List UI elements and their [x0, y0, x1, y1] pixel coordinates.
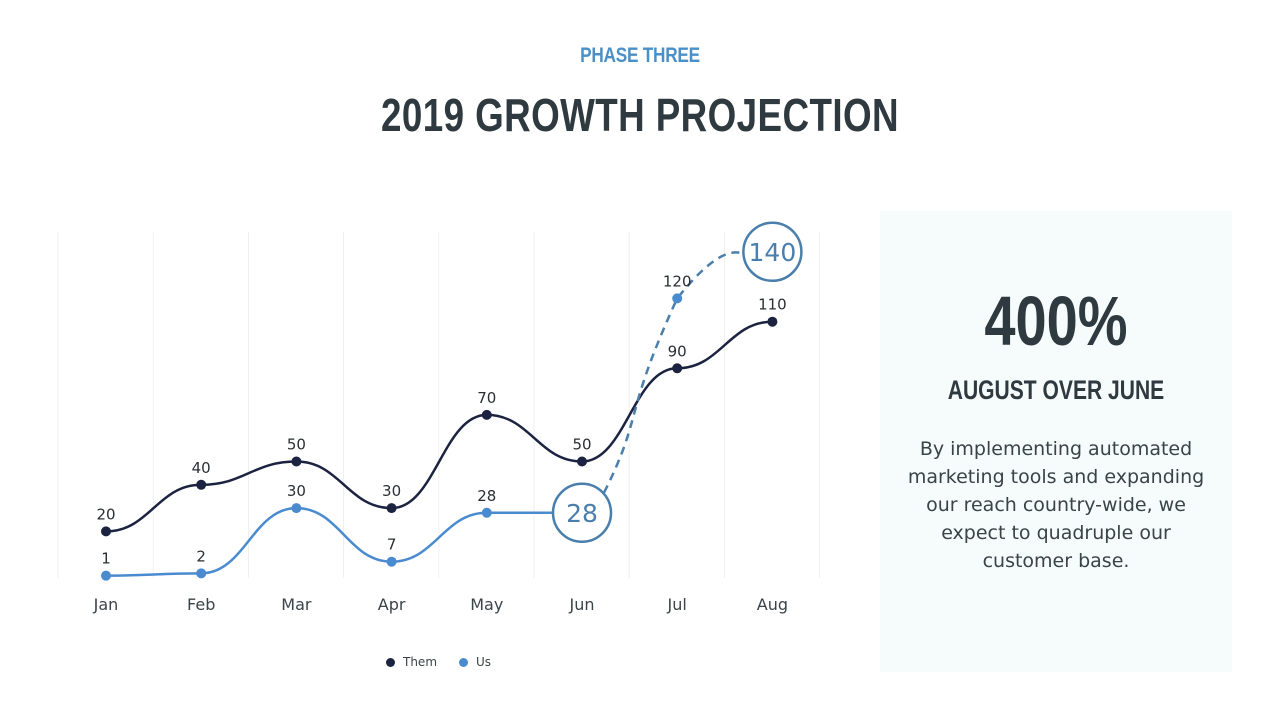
data-point-them [672, 363, 683, 374]
legend-swatch-us [459, 657, 469, 667]
data-label-them: 40 [192, 459, 211, 477]
x-tick-label: Feb [187, 595, 215, 614]
data-point-them [291, 456, 302, 467]
chart-legend: Them Us [386, 655, 491, 669]
data-point-us [672, 293, 683, 304]
growth-stat: 400% [984, 282, 1128, 360]
data-point-them [481, 409, 492, 420]
data-label-us: 7 [387, 536, 397, 554]
data-point-us [386, 556, 397, 567]
data-label-them: 110 [758, 296, 787, 314]
data-point-us [481, 507, 492, 518]
highlight-panel: 400% AUGUST OVER JUNE By implementing au… [880, 211, 1232, 672]
data-label-them: 70 [477, 389, 496, 407]
data-label-us: 30 [287, 482, 306, 500]
data-point-them [386, 503, 397, 514]
data-label-us: 2 [196, 547, 206, 565]
legend-label-them: Them [403, 655, 438, 669]
legend-item-them[interactable]: Them [386, 655, 437, 669]
series-line-them [105, 320, 773, 533]
data-point-us [196, 568, 207, 579]
data-label-us: 28 [477, 487, 496, 505]
x-tick-label: Mar [281, 595, 312, 614]
data-label-them: 30 [382, 482, 401, 500]
data-label-us: 120 [663, 272, 692, 290]
section-eyebrow: PHASE THREE [580, 44, 700, 67]
data-label-them: 20 [96, 505, 115, 523]
data-label-us: 1 [101, 550, 111, 568]
data-point-us [101, 570, 111, 581]
highlight-ring-us [742, 221, 803, 283]
data-label-them: 50 [287, 436, 306, 454]
legend-item-us[interactable]: Us [459, 655, 491, 669]
x-tick-label: Jul [667, 595, 687, 614]
data-point-them [577, 456, 587, 467]
page-title: 2019 GROWTH PROJECTION [381, 89, 899, 141]
data-label-them: 50 [572, 436, 591, 454]
x-tick-label: Jun [569, 595, 595, 614]
x-tick-label: Aug [757, 595, 788, 614]
data-point-us [291, 503, 302, 514]
growth-stat-label: AUGUST OVER JUNE [947, 375, 1165, 405]
growth-description: By implementing automated marketing tool… [907, 438, 1205, 572]
growth-line-chart: Jan Feb Mar Apr May Jun Jul Aug2040503070509011… [57, 221, 821, 614]
x-tick-label: Jan [93, 595, 119, 614]
data-point-them [767, 316, 778, 327]
data-point-them [196, 479, 207, 490]
data-label-them: 90 [668, 342, 687, 360]
highlight-ring-us [551, 482, 613, 544]
series-line-us [105, 506, 487, 577]
data-point-them [101, 526, 111, 537]
highlight-label-us: 140 [749, 238, 797, 267]
legend-label-us: Us [476, 655, 492, 669]
highlight-label-us: 28 [566, 499, 598, 528]
legend-swatch-them [386, 657, 395, 667]
x-tick-label: May [470, 595, 503, 614]
x-tick-label: Apr [378, 595, 406, 614]
